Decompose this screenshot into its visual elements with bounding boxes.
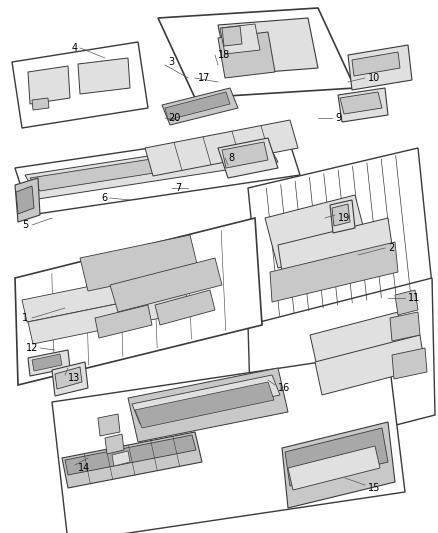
Polygon shape (30, 142, 268, 191)
Text: 5: 5 (22, 220, 28, 230)
Polygon shape (288, 446, 380, 490)
Polygon shape (218, 18, 318, 75)
Text: 9: 9 (335, 113, 341, 123)
Polygon shape (28, 66, 70, 104)
Polygon shape (28, 290, 190, 344)
Polygon shape (165, 92, 230, 120)
Text: 1: 1 (22, 313, 28, 323)
Polygon shape (348, 45, 412, 90)
Polygon shape (95, 305, 152, 338)
Polygon shape (145, 120, 298, 176)
Polygon shape (65, 435, 196, 475)
Polygon shape (395, 290, 418, 315)
Text: 7: 7 (175, 183, 181, 193)
Text: 3: 3 (168, 57, 174, 67)
Polygon shape (330, 200, 355, 233)
Polygon shape (32, 98, 49, 110)
Polygon shape (25, 138, 278, 199)
Polygon shape (132, 375, 280, 424)
Polygon shape (332, 204, 350, 226)
Text: 15: 15 (368, 483, 380, 493)
Polygon shape (55, 367, 82, 389)
Text: 16: 16 (278, 383, 290, 393)
Polygon shape (352, 52, 400, 76)
Polygon shape (220, 24, 260, 54)
Polygon shape (392, 348, 427, 379)
Polygon shape (15, 218, 262, 385)
Polygon shape (32, 354, 62, 371)
Polygon shape (62, 432, 202, 488)
Polygon shape (390, 312, 420, 341)
Polygon shape (282, 422, 395, 508)
Polygon shape (80, 235, 198, 291)
Text: 11: 11 (408, 293, 420, 303)
Polygon shape (105, 434, 124, 454)
Polygon shape (78, 58, 130, 94)
Text: 10: 10 (368, 73, 380, 83)
Polygon shape (218, 32, 275, 78)
Polygon shape (222, 26, 242, 46)
Polygon shape (285, 428, 388, 486)
Polygon shape (155, 290, 215, 325)
Polygon shape (22, 268, 185, 322)
Text: 8: 8 (228, 153, 234, 163)
Text: 17: 17 (198, 73, 210, 83)
Polygon shape (15, 178, 40, 222)
Polygon shape (218, 138, 278, 178)
Polygon shape (162, 88, 238, 125)
Text: 19: 19 (338, 213, 350, 223)
Polygon shape (135, 382, 274, 428)
Polygon shape (248, 148, 432, 325)
Polygon shape (265, 195, 368, 268)
Text: 14: 14 (78, 463, 90, 473)
Polygon shape (310, 312, 405, 371)
Text: 18: 18 (218, 50, 230, 60)
Polygon shape (128, 368, 288, 442)
Polygon shape (15, 128, 300, 215)
Text: 2: 2 (388, 243, 394, 253)
Polygon shape (16, 186, 34, 214)
Text: 20: 20 (168, 113, 180, 123)
Polygon shape (110, 258, 222, 312)
Text: 12: 12 (26, 343, 38, 353)
Polygon shape (270, 242, 398, 302)
Polygon shape (248, 278, 435, 462)
Polygon shape (52, 362, 88, 396)
Polygon shape (112, 451, 130, 466)
Polygon shape (338, 88, 388, 122)
Text: 4: 4 (72, 43, 78, 53)
Text: 13: 13 (68, 373, 80, 383)
Polygon shape (340, 92, 382, 114)
Polygon shape (52, 352, 405, 533)
Polygon shape (315, 335, 425, 395)
Polygon shape (278, 218, 395, 292)
Polygon shape (28, 350, 70, 376)
Text: 6: 6 (102, 193, 108, 203)
Polygon shape (222, 142, 268, 168)
Polygon shape (98, 414, 120, 436)
Polygon shape (12, 42, 148, 128)
Polygon shape (158, 8, 355, 98)
